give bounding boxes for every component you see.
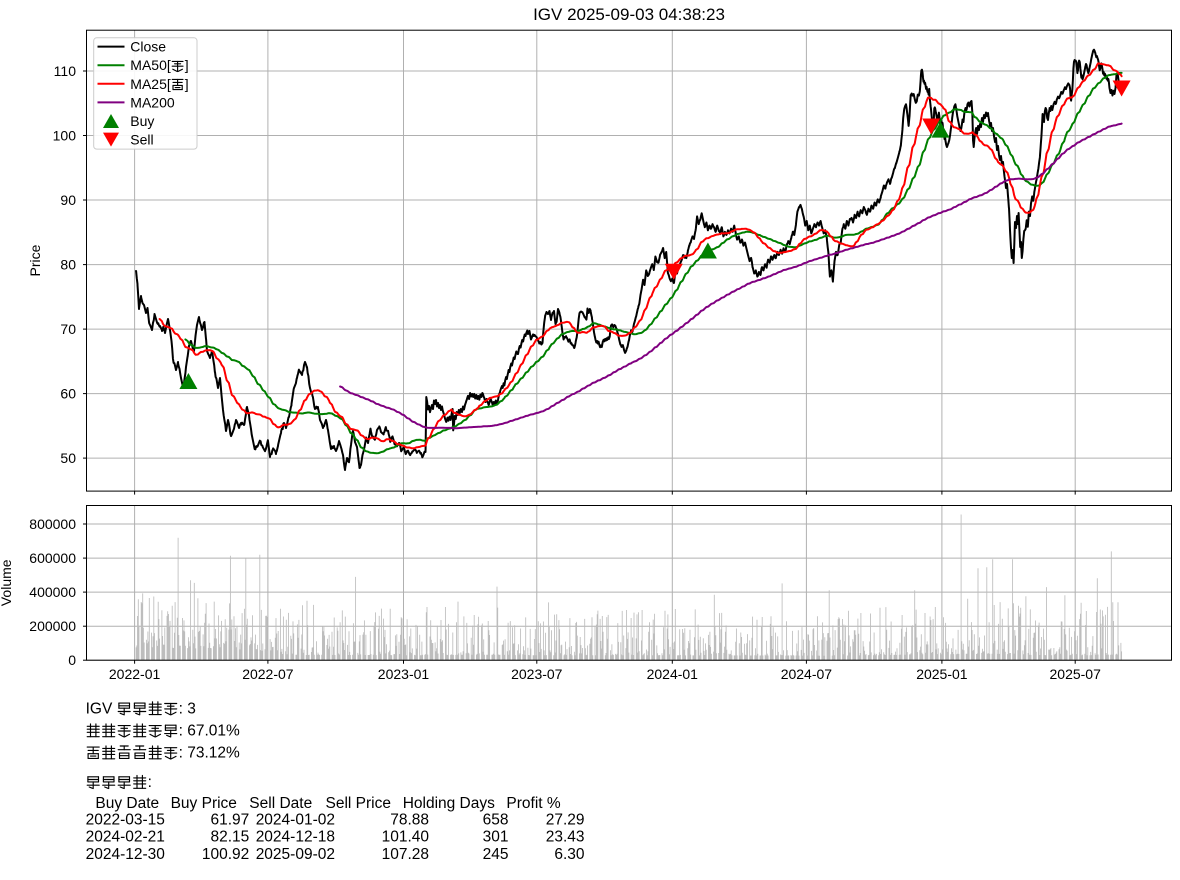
svg-text:Sell Price: Sell Price — [326, 795, 391, 812]
svg-text:82.15: 82.15 — [211, 829, 250, 846]
svg-text:200000: 200000 — [29, 618, 76, 634]
svg-text:Buy: Buy — [130, 113, 154, 129]
svg-text:2023-01: 2023-01 — [378, 666, 430, 682]
svg-text:2024-07: 2024-07 — [781, 666, 833, 682]
svg-text:301: 301 — [483, 829, 509, 846]
svg-text:Holding Days: Holding Days — [403, 795, 495, 812]
svg-text:Price: Price — [27, 244, 43, 276]
svg-text:2024-12-18: 2024-12-18 — [256, 829, 335, 846]
svg-text:Buy Date: Buy Date — [95, 795, 159, 812]
svg-text:2024-01-02: 2024-01-02 — [256, 811, 335, 828]
svg-text:]: ] — [185, 76, 189, 92]
svg-text:2024-12-30: 2024-12-30 — [86, 846, 166, 863]
svg-text:0: 0 — [68, 652, 76, 668]
svg-text:: 73.12%: : 73.12% — [179, 745, 240, 762]
svg-text:2025-07: 2025-07 — [1050, 666, 1102, 682]
svg-text:27.29: 27.29 — [546, 811, 585, 828]
svg-text:600000: 600000 — [29, 550, 76, 566]
svg-text:70: 70 — [60, 321, 76, 337]
svg-text:2024-01: 2024-01 — [647, 666, 699, 682]
svg-text:Sell: Sell — [130, 132, 153, 148]
svg-text:78.88: 78.88 — [390, 811, 429, 828]
svg-text:Buy Price: Buy Price — [171, 795, 237, 812]
svg-text:2022-03-15: 2022-03-15 — [86, 811, 165, 828]
svg-text:245: 245 — [483, 846, 509, 863]
svg-text:Volume: Volume — [0, 559, 14, 606]
svg-text:MA25[: MA25[ — [130, 76, 171, 92]
svg-text:60: 60 — [60, 385, 76, 401]
svg-text:50: 50 — [60, 450, 76, 466]
svg-text:Close: Close — [130, 39, 166, 55]
svg-text:2024-02-21: 2024-02-21 — [86, 829, 165, 846]
svg-text:: 3: : 3 — [179, 700, 196, 717]
svg-text:2022-01: 2022-01 — [109, 666, 161, 682]
svg-text:800000: 800000 — [29, 516, 76, 532]
svg-text:: 67.01%: : 67.01% — [179, 722, 240, 739]
svg-text:2025-01: 2025-01 — [916, 666, 968, 682]
svg-text:2025-09-02: 2025-09-02 — [256, 846, 335, 863]
svg-text:100: 100 — [53, 127, 77, 143]
svg-text:100.92: 100.92 — [202, 846, 249, 863]
svg-text:107.28: 107.28 — [382, 846, 429, 863]
svg-text:2022-07: 2022-07 — [242, 666, 294, 682]
svg-text:80: 80 — [60, 256, 76, 272]
svg-text:IGV: IGV — [86, 700, 113, 717]
svg-text::: : — [148, 774, 152, 791]
svg-text:MA200: MA200 — [130, 94, 175, 110]
svg-text:]: ] — [185, 57, 189, 73]
svg-text:90: 90 — [60, 192, 76, 208]
svg-text:Sell Date: Sell Date — [249, 795, 312, 812]
svg-text:101.40: 101.40 — [382, 829, 430, 846]
svg-text:2023-07: 2023-07 — [511, 666, 563, 682]
svg-text:6.30: 6.30 — [554, 846, 585, 863]
svg-text:400000: 400000 — [29, 584, 76, 600]
svg-text:23.43: 23.43 — [546, 829, 585, 846]
svg-text:Profit %: Profit % — [506, 795, 560, 812]
svg-text:MA50[: MA50[ — [130, 57, 171, 73]
svg-text:658: 658 — [483, 811, 509, 828]
svg-text:IGV 2025-09-03 04:38:23: IGV 2025-09-03 04:38:23 — [533, 5, 725, 24]
svg-text:110: 110 — [54, 63, 77, 79]
svg-text:61.97: 61.97 — [211, 811, 250, 828]
